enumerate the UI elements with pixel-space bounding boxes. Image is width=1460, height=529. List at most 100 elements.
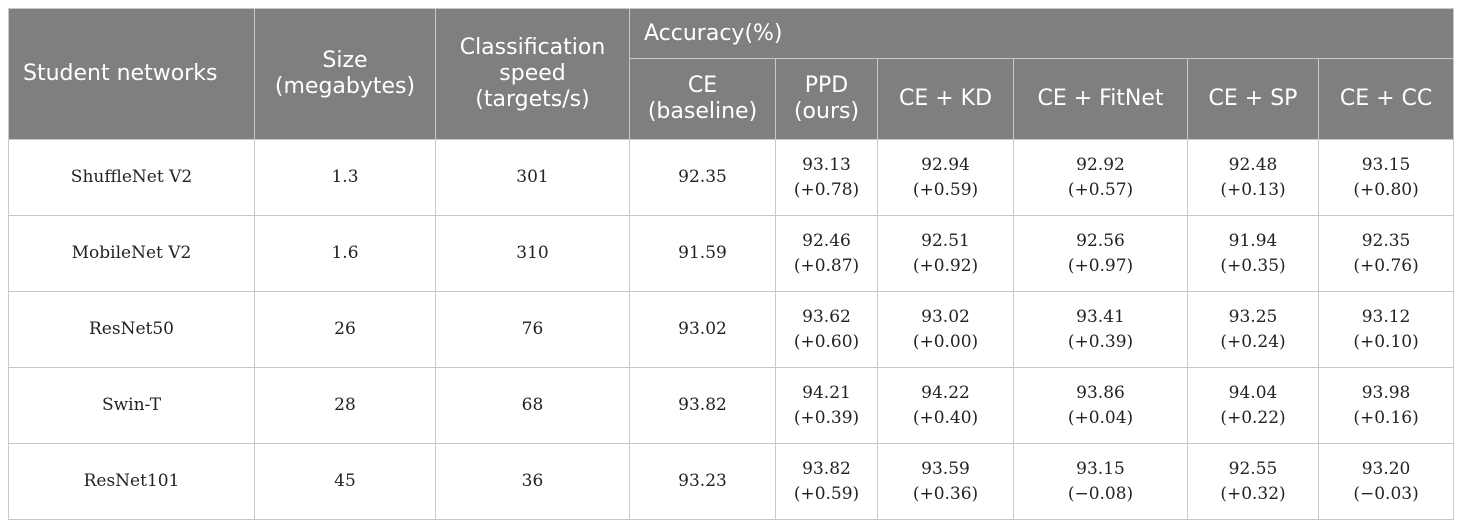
cell-baseline-accuracy: 93.02	[629, 291, 776, 368]
accuracy-delta: (+0.92)	[912, 255, 979, 276]
table-row: ResNet50 26 76 93.02 93.62 (+0.60) 93.02 (…	[8, 291, 1455, 368]
accuracy-value: 93.15	[1076, 458, 1125, 479]
cell-cc-accuracy: 93.98 (+0.16)	[1317, 367, 1455, 444]
table-row: ShuffleNet V2 1.3 301 92.35 93.13 (+0.78)…	[8, 139, 1455, 216]
cell-sp-accuracy: 92.55 (+0.32)	[1187, 443, 1319, 520]
header-method-ce-baseline: CE (baseline)	[629, 58, 776, 140]
header-method-ce-kd: CE + KD	[877, 58, 1014, 140]
cell-fitnet-accuracy: 92.56 (+0.97)	[1013, 215, 1188, 292]
accuracy-value: 93.25	[1228, 306, 1278, 327]
header-speed-line-1: Classification	[459, 35, 606, 60]
cell-speed: 301	[435, 139, 630, 216]
table-row: MobileNet V2 1.6 310 91.59 92.46 (+0.87) …	[8, 215, 1455, 292]
accuracy-delta: (+0.78)	[793, 179, 860, 200]
cell-kd-accuracy: 93.02 (+0.00)	[877, 291, 1014, 368]
accuracy-delta: (+0.57)	[1067, 179, 1134, 200]
cell-cc-accuracy: 93.15 (+0.80)	[1317, 139, 1455, 216]
cell-fitnet-accuracy: 93.41 (+0.39)	[1013, 291, 1188, 368]
accuracy-delta: (+0.04)	[1067, 407, 1134, 428]
accuracy-value: 94.21	[802, 382, 851, 403]
accuracy-value: 93.41	[1076, 306, 1125, 327]
accuracy-delta: (+0.35)	[1220, 255, 1286, 276]
cell-network-name: MobileNet V2	[8, 215, 255, 292]
cell-fitnet-accuracy: 92.92 (+0.57)	[1013, 139, 1188, 216]
header-row-methods: CE (baseline) PPD (ours) CE + KD CE + Fi…	[9, 58, 1455, 140]
header-size: Size (megabytes)	[254, 8, 436, 140]
accuracy-delta: (+0.39)	[1067, 331, 1134, 352]
cell-size: 26	[254, 291, 436, 368]
results-table: Student networks Size (megabytes) Classi…	[8, 8, 1455, 520]
accuracy-value: 92.48	[1228, 154, 1278, 175]
accuracy-delta: (−0.03)	[1353, 483, 1419, 504]
accuracy-value: 94.22	[921, 382, 970, 403]
accuracy-delta: (+0.40)	[912, 407, 979, 428]
accuracy-value: 93.59	[921, 458, 970, 479]
table-row: ResNet101 45 36 93.23 93.82 (+0.59) 93.59…	[8, 443, 1455, 520]
accuracy-value: 92.55	[1228, 458, 1278, 479]
accuracy-delta: (+0.13)	[1220, 179, 1286, 200]
accuracy-value: 92.94	[921, 154, 970, 175]
cell-speed: 68	[435, 367, 630, 444]
accuracy-value: 93.82	[802, 458, 851, 479]
accuracy-delta: (+0.36)	[912, 483, 979, 504]
cell-fitnet-accuracy: 93.15 (−0.08)	[1013, 443, 1188, 520]
cell-network-name: ShuffleNet V2	[8, 139, 255, 216]
accuracy-value: 91.94	[1228, 230, 1278, 251]
cell-cc-accuracy: 93.12 (+0.10)	[1317, 291, 1455, 368]
accuracy-delta: (+0.60)	[793, 331, 860, 352]
cell-kd-accuracy: 94.22 (+0.40)	[877, 367, 1014, 444]
accuracy-delta: (+0.10)	[1353, 331, 1419, 352]
cell-ppd-accuracy: 92.46 (+0.87)	[775, 215, 878, 292]
cell-size: 45	[254, 443, 436, 520]
cell-cc-accuracy: 93.20 (−0.03)	[1317, 443, 1455, 520]
cell-baseline-accuracy: 93.82	[629, 367, 776, 444]
cell-ppd-accuracy: 93.13 (+0.78)	[775, 139, 878, 216]
accuracy-value: 92.46	[802, 230, 851, 251]
cell-kd-accuracy: 93.59 (+0.36)	[877, 443, 1014, 520]
accuracy-delta: (+0.59)	[912, 179, 979, 200]
cell-kd-accuracy: 92.51 (+0.92)	[877, 215, 1014, 292]
header-method-ce-sp: CE + SP	[1187, 58, 1319, 140]
cell-cc-accuracy: 92.35 (+0.76)	[1317, 215, 1455, 292]
header-size-line-2: (megabytes)	[274, 74, 416, 99]
header-row-top: Student networks Size (megabytes) Classi…	[8, 8, 1455, 140]
accuracy-value: 93.62	[802, 306, 851, 327]
header-method-ce-cc: CE + CC	[1317, 58, 1455, 140]
cell-kd-accuracy: 92.94 (+0.59)	[877, 139, 1014, 216]
header-method-ppd: PPD (ours)	[775, 58, 878, 140]
header-accuracy-group: Accuracy(%)	[628, 8, 1455, 59]
cell-baseline-accuracy: 93.23	[629, 443, 776, 520]
cell-size: 28	[254, 367, 436, 444]
accuracy-value: 93.98	[1361, 382, 1411, 403]
accuracy-value: 93.86	[1076, 382, 1125, 403]
header-speed-line-2: speed	[499, 61, 566, 86]
cell-ppd-accuracy: 93.82 (+0.59)	[775, 443, 878, 520]
cell-baseline-accuracy: 91.59	[629, 215, 776, 292]
accuracy-delta: (+0.80)	[1353, 179, 1419, 200]
table-header: Student networks Size (megabytes) Classi…	[8, 8, 1455, 140]
header-method-ce-fitnet: CE + FitNet	[1013, 58, 1188, 140]
cell-network-name: ResNet50	[8, 291, 255, 368]
accuracy-delta: (+0.76)	[1353, 255, 1419, 276]
table-body: ShuffleNet V2 1.3 301 92.35 93.13 (+0.78)…	[8, 139, 1455, 520]
accuracy-delta: (+0.59)	[793, 483, 860, 504]
accuracy-delta: (+0.16)	[1353, 407, 1419, 428]
accuracy-delta: (−0.08)	[1067, 483, 1134, 504]
accuracy-delta: (+0.00)	[912, 331, 979, 352]
method-label-line-2: (baseline)	[647, 99, 758, 124]
method-label-line-1: CE	[687, 73, 718, 98]
cell-speed: 36	[435, 443, 630, 520]
cell-sp-accuracy: 91.94 (+0.35)	[1187, 215, 1319, 292]
method-label-line-2: (ours)	[793, 99, 860, 124]
accuracy-value: 93.12	[1361, 306, 1411, 327]
accuracy-delta: (+0.87)	[793, 255, 860, 276]
accuracy-delta: (+0.39)	[793, 407, 860, 428]
accuracy-delta: (+0.24)	[1220, 331, 1286, 352]
cell-network-name: ResNet101	[8, 443, 255, 520]
header-size-line-1: Size	[322, 48, 368, 73]
cell-sp-accuracy: 93.25 (+0.24)	[1187, 291, 1319, 368]
cell-fitnet-accuracy: 93.86 (+0.04)	[1013, 367, 1188, 444]
accuracy-value: 92.51	[921, 230, 970, 251]
accuracy-value: 93.02	[921, 306, 970, 327]
header-speed-line-3: (targets/s)	[475, 87, 590, 112]
